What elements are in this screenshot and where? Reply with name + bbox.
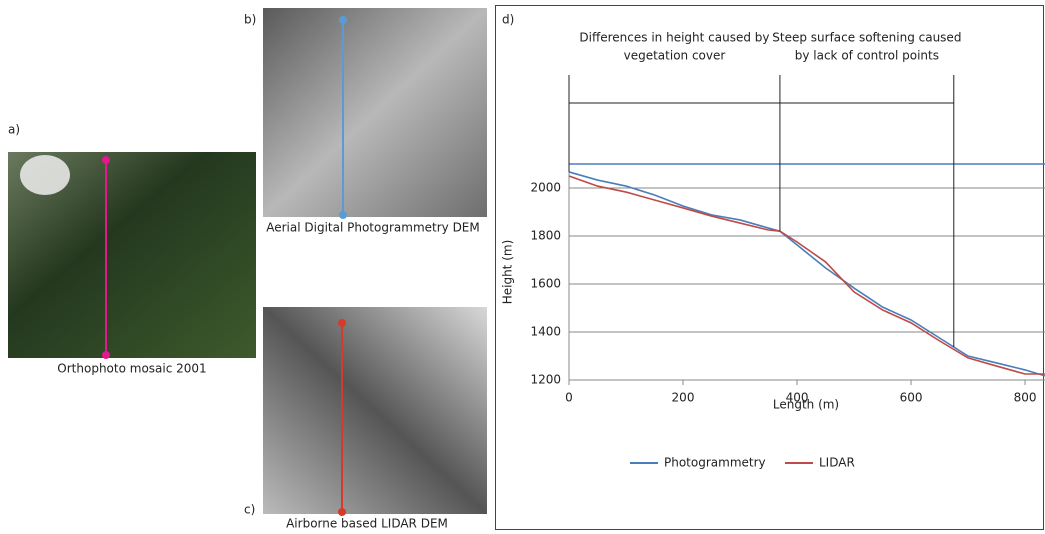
annotation-text: by lack of control points — [795, 49, 939, 63]
series-line — [568, 171, 1045, 377]
annotation-text: Steep surface softening caused — [772, 31, 961, 45]
series-line — [568, 175, 1045, 375]
annotation-text: Differences in height caused by — [579, 31, 769, 45]
chart-frame — [495, 5, 1044, 530]
profile-dot — [102, 351, 110, 359]
legend-label: LIDAR — [819, 456, 855, 470]
x-tick-label: 400 — [786, 391, 809, 405]
panel-letter: c) — [244, 503, 255, 517]
x-tick-label: 200 — [672, 391, 695, 405]
x-tick-label: 600 — [900, 391, 923, 405]
cloud — [20, 155, 70, 195]
x-tick-label: 0 — [565, 391, 573, 405]
lidar-image — [263, 307, 487, 514]
profile-dot — [338, 319, 346, 327]
panel-letter: a) — [8, 123, 20, 137]
profile-dot — [339, 16, 347, 24]
profile-dot — [338, 508, 346, 516]
y-tick-label: 1400 — [530, 325, 561, 339]
legend-label: Photogrammetry — [664, 456, 766, 470]
profile-dot — [102, 156, 110, 164]
y-tick-label: 1200 — [530, 373, 561, 387]
annotation-text: vegetation cover — [624, 49, 726, 63]
panel-letter: d) — [502, 13, 514, 27]
x-tick-label: 800 — [1014, 391, 1037, 405]
y-tick-label: 1800 — [530, 229, 561, 243]
panel-caption: Airborne based LIDAR DEM — [286, 517, 448, 531]
y-tick-label: 2000 — [530, 181, 561, 195]
y-tick-label: 1600 — [530, 277, 561, 291]
y-axis-label: Height (m) — [501, 240, 515, 305]
panel-letter: b) — [244, 13, 256, 27]
profile-dot — [339, 211, 347, 219]
dem-image — [263, 8, 487, 217]
panel-caption: Aerial Digital Photogrammetry DEM — [266, 221, 480, 235]
x-axis-label: Length (m) — [773, 398, 839, 412]
panel-caption: Orthophoto mosaic 2001 — [57, 362, 206, 376]
